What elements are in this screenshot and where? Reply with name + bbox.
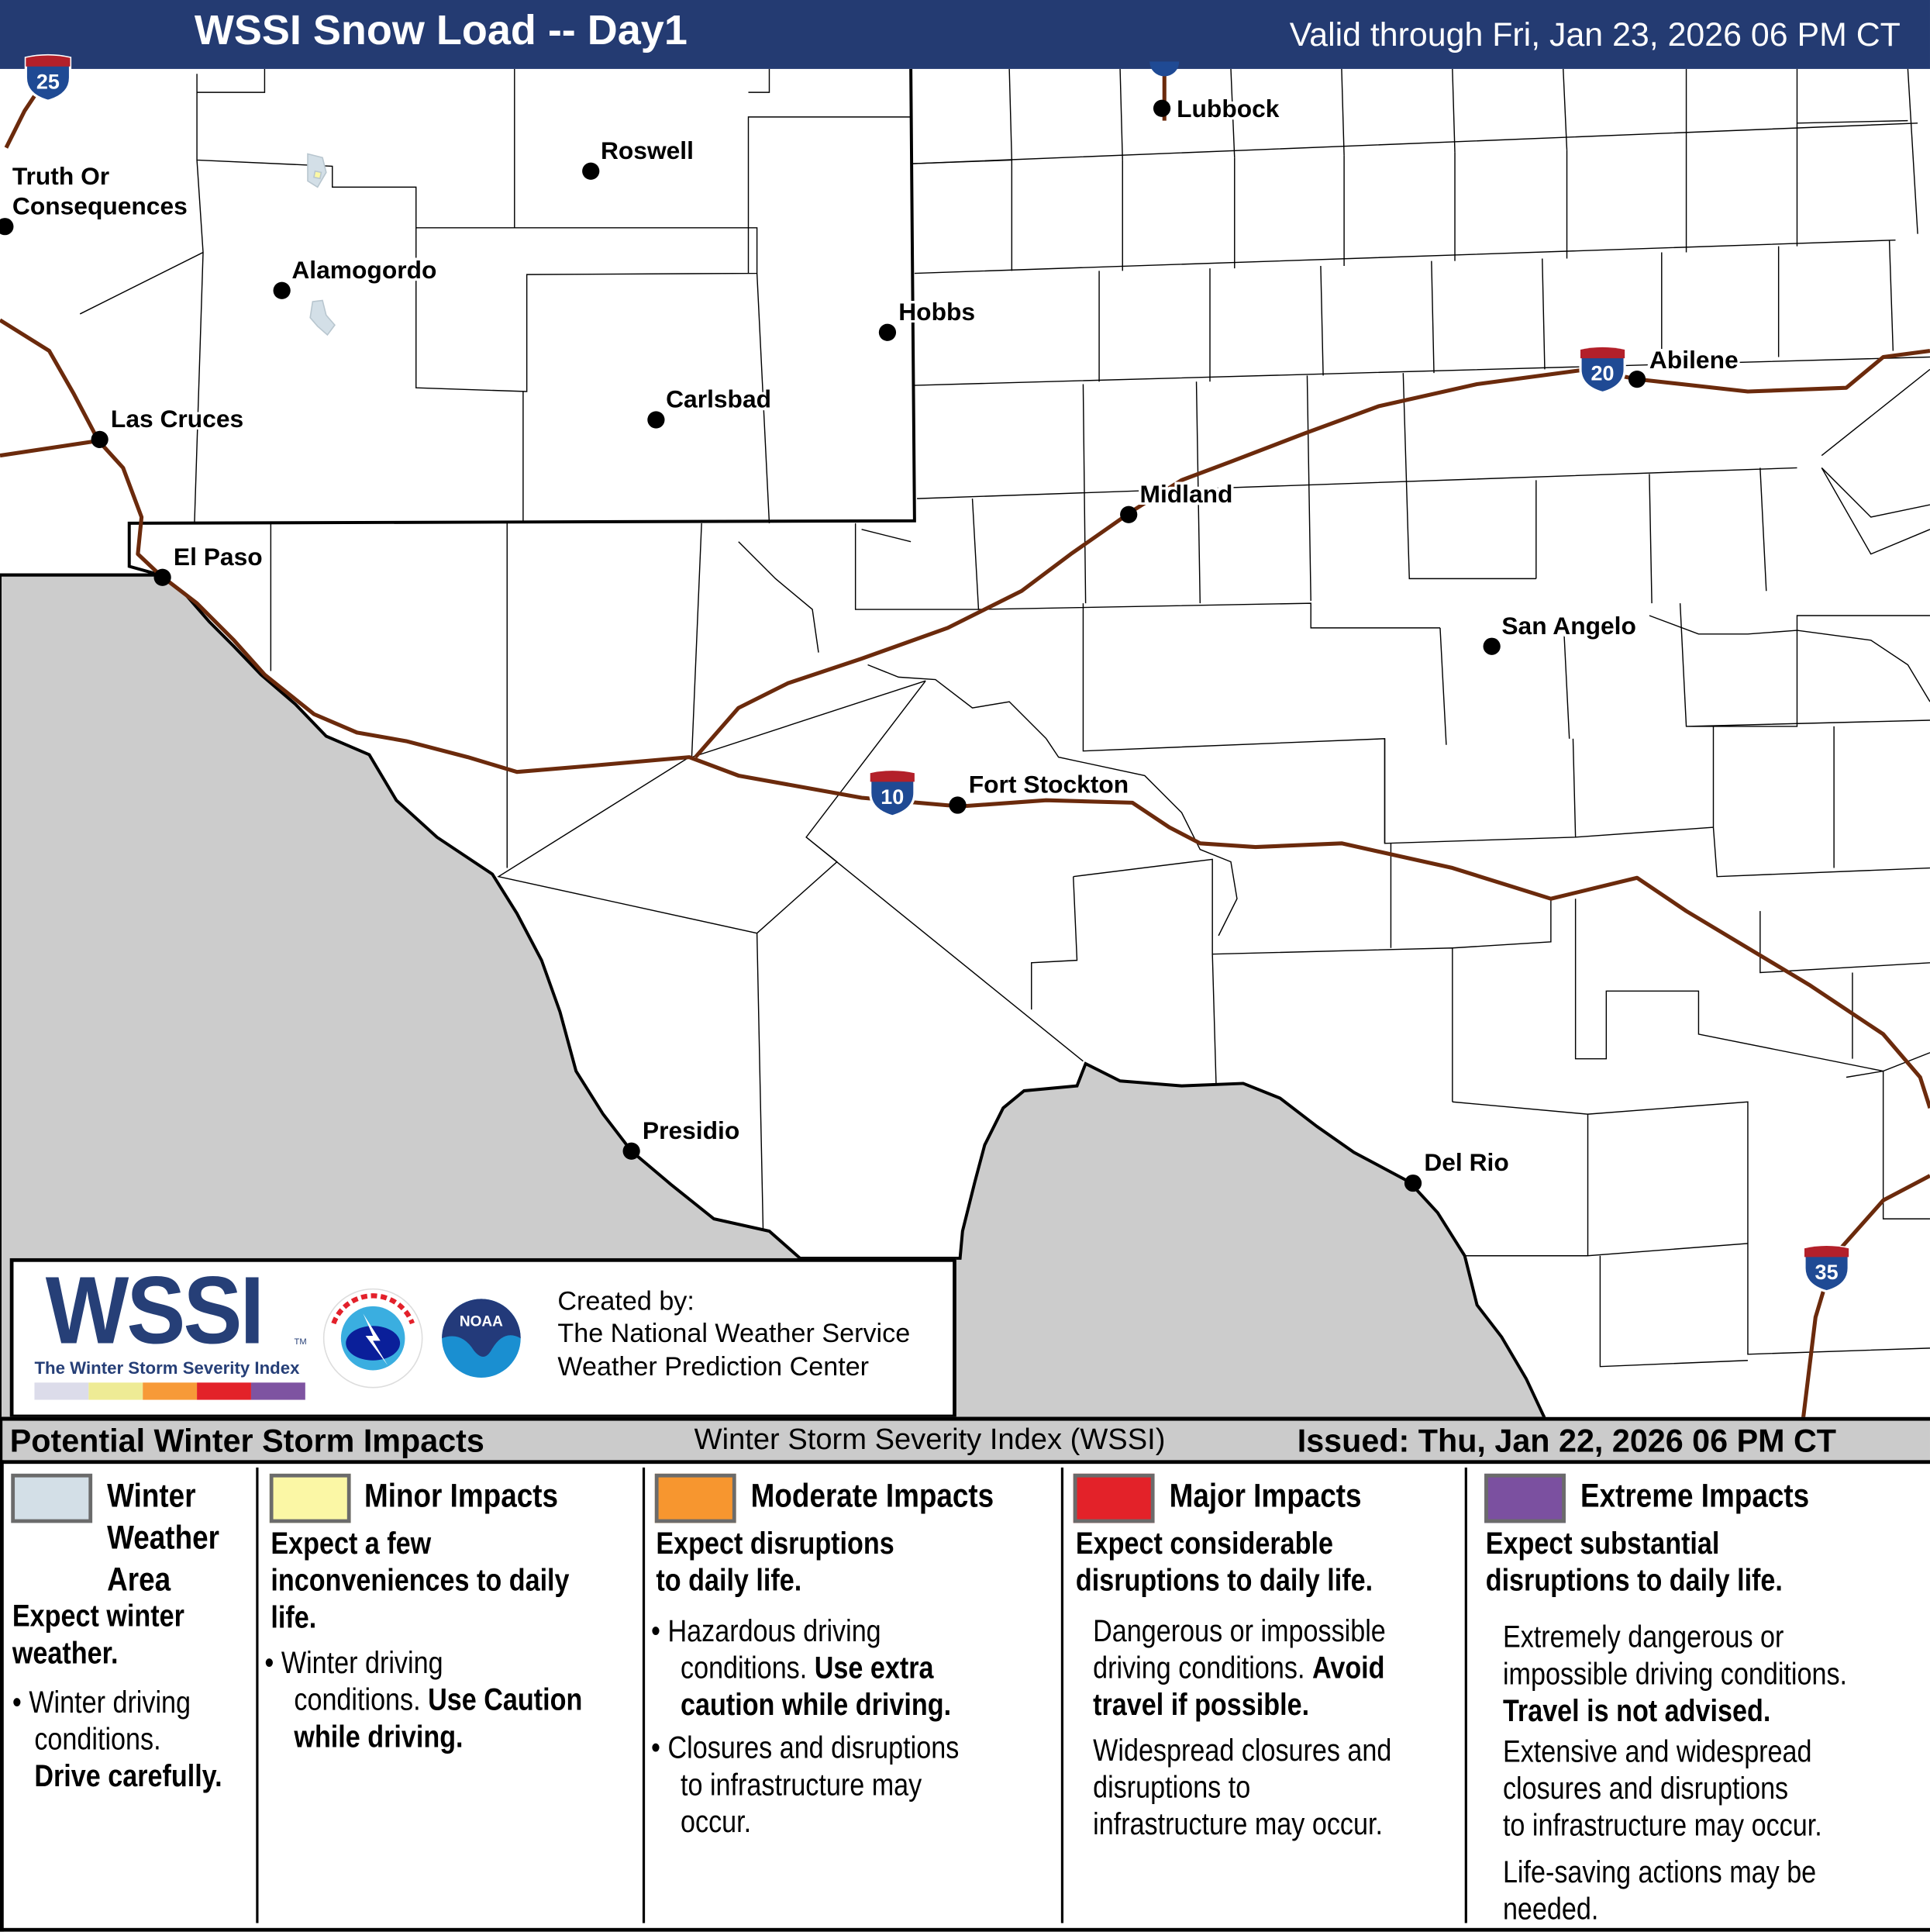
issued-time: Issued: Thu, Jan 22, 2026 06 PM CT — [1297, 1422, 1837, 1459]
state-boundaries — [0, 68, 916, 577]
created-by: Created by: — [557, 1286, 694, 1316]
legend-subtitle: Winter Storm Severity Index (WSSI) — [694, 1423, 1166, 1457]
summary-winter: Expect winter weather. — [12, 1599, 184, 1671]
map-title: WSSI Snow Load -- Day1 — [194, 7, 688, 54]
city-dot-san-angelo — [1483, 637, 1501, 655]
interstates — [0, 68, 1930, 1419]
category-winter-weather-area: Winter Weather Area — [107, 1477, 219, 1599]
city-dot-abilene — [1628, 370, 1646, 388]
divider — [642, 1467, 646, 1923]
city-dot-lubbock — [1153, 99, 1171, 117]
city-label-del-rio: Del Rio — [1424, 1150, 1509, 1178]
divider — [1464, 1467, 1467, 1923]
wssi-logo: WSSI — [45, 1255, 264, 1364]
city-label-alamogordo: Alamogordo — [291, 257, 437, 285]
city-dot-las-cruces — [91, 430, 109, 449]
category-moderate: Moderate Impacts — [750, 1477, 994, 1515]
interstate-35-shield: 35 — [1802, 1244, 1852, 1293]
interstate-20-shield: 20 — [1578, 345, 1628, 395]
swatch-winter-weather-area — [11, 1473, 93, 1523]
color-bar-2 — [88, 1382, 143, 1400]
mexico-area — [0, 573, 1547, 1419]
interstate-25-shield: 25 — [23, 53, 73, 102]
swatch-major — [1073, 1473, 1155, 1523]
bullet-winter: • Winter driving conditions. Drive caref… — [12, 1685, 222, 1794]
legend-header: Potential Winter Storm Impacts Winter St… — [0, 1416, 1930, 1465]
text-extreme-3: Life-saving actions may be needed. — [1502, 1855, 1817, 1927]
category-major: Major Impacts — [1169, 1477, 1362, 1515]
bullet-moderate-2: • Closures and disruptions to infrastruc… — [651, 1730, 960, 1840]
city-label-san-angelo: San Angelo — [1501, 612, 1636, 640]
color-bar-3 — [143, 1382, 198, 1400]
text-major-1: Dangerous or impossible driving condition… — [1093, 1613, 1386, 1723]
trademark: TM — [294, 1338, 307, 1347]
city-dot-hobbs — [878, 323, 897, 341]
city-label-el-paso: El Paso — [173, 543, 263, 571]
city-dot-midland — [1120, 505, 1138, 523]
nws-logo-icon — [322, 1288, 423, 1389]
summary-minor: Expect a few inconveniences to daily life. — [271, 1527, 570, 1635]
city-dot-carlsbad — [647, 411, 665, 429]
valid-through: Valid through Fri, Jan 23, 2026 06 PM CT — [1289, 16, 1901, 53]
summary-extreme: Expect substantial disruptions to daily l… — [1485, 1527, 1783, 1599]
city-label-abilene: Abilene — [1649, 347, 1739, 374]
minor-impact-spot — [313, 170, 322, 180]
divider — [1060, 1467, 1064, 1923]
credit-wpc: Weather Prediction Center — [557, 1351, 870, 1382]
city-label-roswell: Roswell — [600, 137, 694, 165]
city-dot-presidio — [622, 1142, 640, 1160]
color-bar-5 — [250, 1382, 305, 1400]
color-bar-1 — [34, 1382, 89, 1400]
city-dot-del-rio — [1404, 1174, 1422, 1192]
city-dot-alamogordo — [273, 281, 291, 299]
text-extreme-2: Extensive and widespread closures and dis… — [1502, 1734, 1822, 1844]
swatch-moderate — [654, 1473, 736, 1523]
county-lines — [79, 68, 1930, 1368]
bullet-minor: • Winter driving conditions. Use Caution… — [264, 1646, 583, 1754]
city-label-fort-stockton: Fort Stockton — [968, 771, 1129, 799]
color-bar-4 — [197, 1382, 251, 1400]
city-dot-roswell — [582, 162, 600, 180]
header-bar: WSSI Snow Load -- Day1 Valid through Fri… — [0, 0, 1930, 69]
divider — [256, 1467, 259, 1923]
noaa-logo-icon: NOAA — [432, 1289, 531, 1388]
wssi-subtitle: The Winter Storm Severity Index — [34, 1358, 300, 1378]
city-dot-el-paso — [153, 568, 171, 586]
logo-box: WSSI TM The Winter Storm Severity Index … — [9, 1255, 956, 1419]
swatch-minor — [269, 1473, 351, 1523]
city-label-presidio: Presidio — [642, 1117, 740, 1145]
city-label-hobbs: Hobbs — [898, 298, 976, 326]
winter-weather-area-1 — [307, 153, 327, 188]
city-label-las-cruces: Las Cruces — [110, 406, 244, 433]
winter-weather-area-2 — [309, 299, 336, 336]
map-canvas — [0, 68, 1930, 1419]
text-extreme-1: Extremely dangerous or impossible driving… — [1502, 1620, 1848, 1729]
city-label-midland: Midland — [1139, 481, 1233, 509]
city-label-truth-or-consequences: Truth Or Consequences — [12, 164, 188, 221]
interstate-10 — [0, 438, 1930, 1109]
legend-title: Potential Winter Storm Impacts — [9, 1422, 484, 1459]
summary-major: Expect considerable disruptions to daily … — [1075, 1527, 1373, 1599]
city-label-lubbock: Lubbock — [1177, 95, 1280, 123]
interstate-10-shield: 10 — [868, 768, 918, 818]
text-major-2: Widespread closures and disruptions to inf… — [1093, 1733, 1392, 1842]
city-dot-fort-stockton — [949, 796, 967, 814]
bullet-moderate-1: • Hazardous driving conditions. Use extr… — [651, 1613, 952, 1723]
summary-moderate: Expect disruptions to daily life. — [656, 1527, 894, 1599]
credit-nws: The National Weather Service — [557, 1318, 911, 1348]
svg-text:NOAA: NOAA — [460, 1313, 503, 1330]
city-label-carlsbad: Carlsbad — [666, 386, 772, 414]
snow-areas — [307, 153, 336, 336]
interstate-20 — [694, 349, 1930, 759]
city-dot-truth-or-consequences — [0, 218, 14, 236]
interstate-27-shield-partial — [1149, 61, 1180, 77]
category-extreme: Extreme Impacts — [1580, 1477, 1810, 1515]
impact-legend: Winter Weather Area Expect winter weather. … — [0, 1460, 1930, 1932]
swatch-extreme — [1484, 1473, 1566, 1523]
category-minor: Minor Impacts — [364, 1477, 559, 1515]
